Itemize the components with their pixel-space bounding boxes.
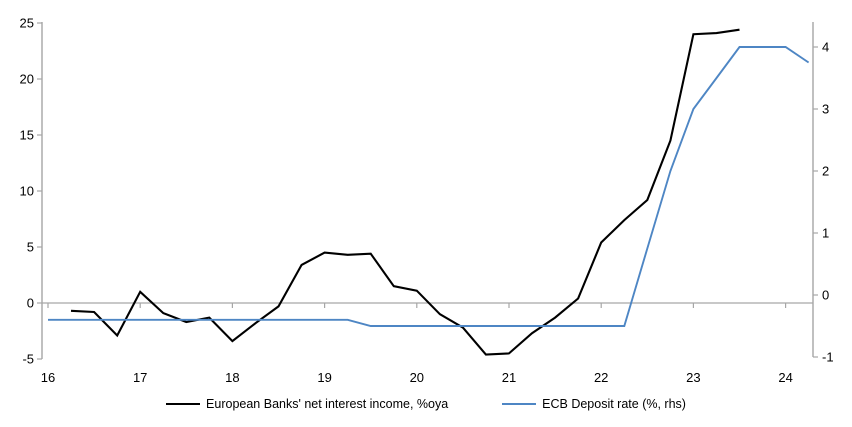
x-axis-tick-label: 22 (594, 370, 608, 385)
legend-label-nii: European Banks' net interest income, %oy… (206, 397, 449, 411)
legend-item-ecb-rate: ECB Deposit rate (%, rhs) (502, 397, 686, 411)
right-axis-tick-label: 3 (822, 102, 829, 117)
ecb-rate-line-swatch (502, 403, 537, 405)
nii-line-swatch (166, 403, 201, 405)
left-axis-tick-label: 10 (20, 184, 34, 199)
left-axis-tick-label: 15 (20, 128, 34, 143)
chart-legend: European Banks' net interest income, %oy… (0, 395, 852, 413)
x-axis-tick-label: 18 (225, 370, 239, 385)
right-axis-tick-label: 1 (822, 226, 829, 241)
right-axis-tick-label: 2 (822, 164, 829, 179)
ecb-rate-line-series (48, 46, 810, 327)
left-axis-tick-label: 0 (27, 296, 34, 311)
x-axis-tick-label: 20 (410, 370, 424, 385)
left-axis-tick-label: 25 (20, 16, 34, 31)
x-axis-tick-label: 19 (317, 370, 331, 385)
nii-line-series (70, 28, 740, 356)
left-axis-tick-label: -5 (22, 352, 34, 367)
right-axis-tick-label: 0 (822, 288, 829, 303)
left-axis-tick-label: 20 (20, 72, 34, 87)
legend-item-nii: European Banks' net interest income, %oy… (166, 397, 448, 411)
x-axis-tick-label: 23 (686, 370, 700, 385)
right-axis-tick-label: 4 (822, 40, 829, 55)
right-axis-tick-label: -1 (822, 350, 834, 365)
x-axis-tick-label: 24 (778, 370, 792, 385)
x-axis-tick-label: 17 (133, 370, 147, 385)
legend-label-ecb-rate: ECB Deposit rate (%, rhs) (542, 397, 686, 411)
left-axis-tick-label: 5 (27, 240, 34, 255)
x-axis-tick-label: 16 (41, 370, 55, 385)
x-axis-tick-label: 21 (502, 370, 516, 385)
